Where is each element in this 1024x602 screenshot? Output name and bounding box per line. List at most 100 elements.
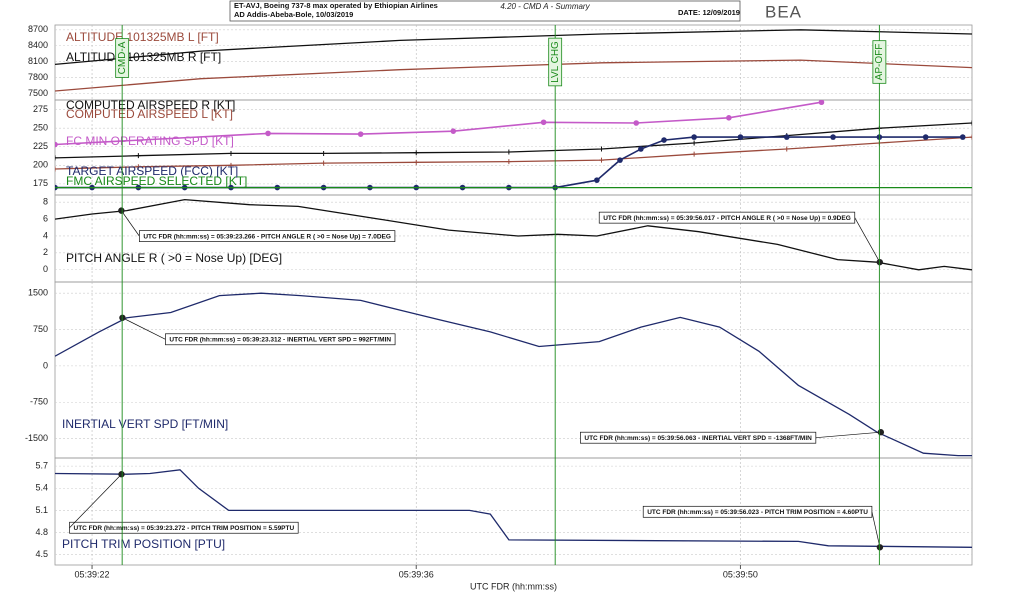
annotation-point — [118, 471, 125, 478]
point-marker — [540, 119, 547, 126]
series-line — [55, 469, 972, 548]
point-marker — [55, 141, 58, 148]
point-marker — [321, 160, 327, 166]
point-marker — [265, 130, 271, 137]
point-marker — [598, 157, 604, 163]
y-tick-label: 4.8 — [35, 527, 48, 537]
y-tick-label: 4.5 — [35, 549, 48, 559]
annotation-point — [876, 544, 884, 551]
point-marker — [830, 134, 836, 140]
point-marker — [783, 134, 790, 140]
y-tick-label: 8400 — [28, 40, 48, 50]
point-marker — [784, 146, 790, 152]
event-label: CMD-A — [117, 41, 128, 74]
y-tick-label: 5.7 — [35, 460, 48, 470]
event-label: LVL CHG — [550, 41, 561, 83]
point-marker — [55, 166, 58, 172]
point-marker — [413, 150, 419, 156]
point-marker — [617, 157, 623, 163]
annotation-leader — [121, 210, 140, 237]
header-airport: AD Addis-Abeba-Bole, 10/03/2019 — [234, 10, 353, 19]
event-label-box — [872, 40, 887, 84]
series-label: INERTIAL VERT SPD [FT/MIN] — [62, 417, 228, 431]
series-label: PITCH ANGLE R ( >0 = Nose Up) [DEG] — [66, 251, 282, 265]
annotation-leader — [122, 317, 166, 340]
point-marker — [691, 151, 697, 157]
y-tick-label: 250 — [33, 123, 48, 133]
y-tick-label: 8 — [43, 197, 48, 207]
point-marker — [450, 128, 457, 134]
plot-area — [55, 469, 972, 548]
y-tick-label: 0 — [43, 360, 48, 370]
header-aircraft: ET-AVJ, Boeing 737-8 max operated by Eth… — [234, 1, 438, 10]
y-tick-label: -1500 — [25, 433, 48, 443]
series-label: ALTITUDE 101325MB L [FT] — [66, 30, 219, 44]
annotation-text: UTC FDR (hh:mm:ss) = 05:39:56.017 - PITC… — [603, 215, 851, 222]
point-marker — [55, 155, 58, 161]
y-tick-label: 8100 — [28, 56, 48, 66]
point-marker — [135, 164, 141, 170]
point-marker — [506, 159, 512, 165]
series-label: PITCH TRIM POSITION [PTU] — [62, 537, 225, 551]
y-tick-label: 6 — [43, 213, 48, 223]
series-label: FC MIN OPERATING SPD [KT] — [66, 134, 234, 148]
point-marker — [969, 134, 972, 140]
point-marker — [321, 150, 327, 156]
series-label: COMPUTED AIRSPEED L [KT] — [66, 107, 233, 121]
x-axis-title: UTC FDR (hh:mm:ss) — [470, 581, 557, 591]
point-marker — [969, 120, 972, 126]
annotation-leader — [854, 217, 881, 263]
panel-frame — [54, 281, 973, 459]
y-tick-label: -750 — [30, 397, 48, 407]
y-tick-label: 175 — [33, 178, 48, 188]
y-tick-label: 750 — [33, 324, 48, 334]
series-label: FMC AIRSPEED SELECTED [KT] — [66, 174, 247, 188]
y-tick-label: 200 — [33, 160, 48, 170]
annotation-text: UTC FDR (hh:mm:ss) = 05:39:56.063 - INER… — [584, 435, 812, 442]
point-marker — [594, 177, 600, 183]
plot-area — [55, 100, 972, 191]
x-tick-label: 05:39:22 — [75, 569, 110, 579]
y-tick-label: 8700 — [28, 24, 48, 34]
plot-area — [55, 292, 972, 457]
header-box — [229, 0, 741, 22]
series-line — [55, 59, 972, 92]
point-marker — [737, 134, 744, 140]
panel-frame — [54, 457, 973, 566]
y-tick-label: 5.4 — [35, 483, 48, 493]
point-marker — [922, 134, 929, 140]
header-title: 4.20 - CMD A - Summary — [500, 2, 590, 11]
annotation-leader — [815, 431, 881, 439]
event-label: AP-OFF — [874, 44, 885, 81]
annotation-text: UTC FDR (hh:mm:ss) = 05:39:23.266 - PITC… — [143, 233, 391, 240]
point-marker — [691, 140, 697, 146]
annotation-point — [118, 207, 125, 214]
annotation-text: UTC FDR (hh:mm:ss) = 05:39:23.312 - INER… — [169, 337, 391, 344]
y-tick-label: 0 — [43, 264, 48, 274]
y-tick-label: 4 — [43, 230, 48, 240]
point-marker — [959, 134, 966, 140]
y-tick-label: 1500 — [28, 288, 48, 298]
annotation-point — [877, 429, 885, 436]
point-marker — [691, 134, 697, 140]
logo: BEA — [765, 2, 802, 21]
y-tick-label: 275 — [33, 104, 48, 114]
y-tick-label: 5.1 — [35, 505, 48, 515]
y-tick-label: 7800 — [28, 72, 48, 82]
annotation-leader — [69, 473, 122, 528]
point-marker — [633, 120, 640, 126]
y-tick-label: 2 — [43, 247, 48, 257]
event-label-box — [115, 38, 130, 78]
x-tick-label: 05:39:36 — [399, 569, 434, 579]
point-marker — [661, 137, 667, 143]
point-marker — [228, 150, 234, 156]
series-label: ALTITUDE 101325MB R [FT] — [66, 50, 221, 64]
header-date: DATE: 12/09/2019 — [678, 8, 740, 17]
point-marker — [357, 131, 364, 137]
plot-area — [55, 29, 972, 92]
series-line — [55, 29, 972, 66]
series-label: TARGET AIRSPEED (FCC) [KT] — [66, 164, 238, 178]
point-marker — [726, 115, 732, 121]
point-marker — [506, 149, 512, 155]
